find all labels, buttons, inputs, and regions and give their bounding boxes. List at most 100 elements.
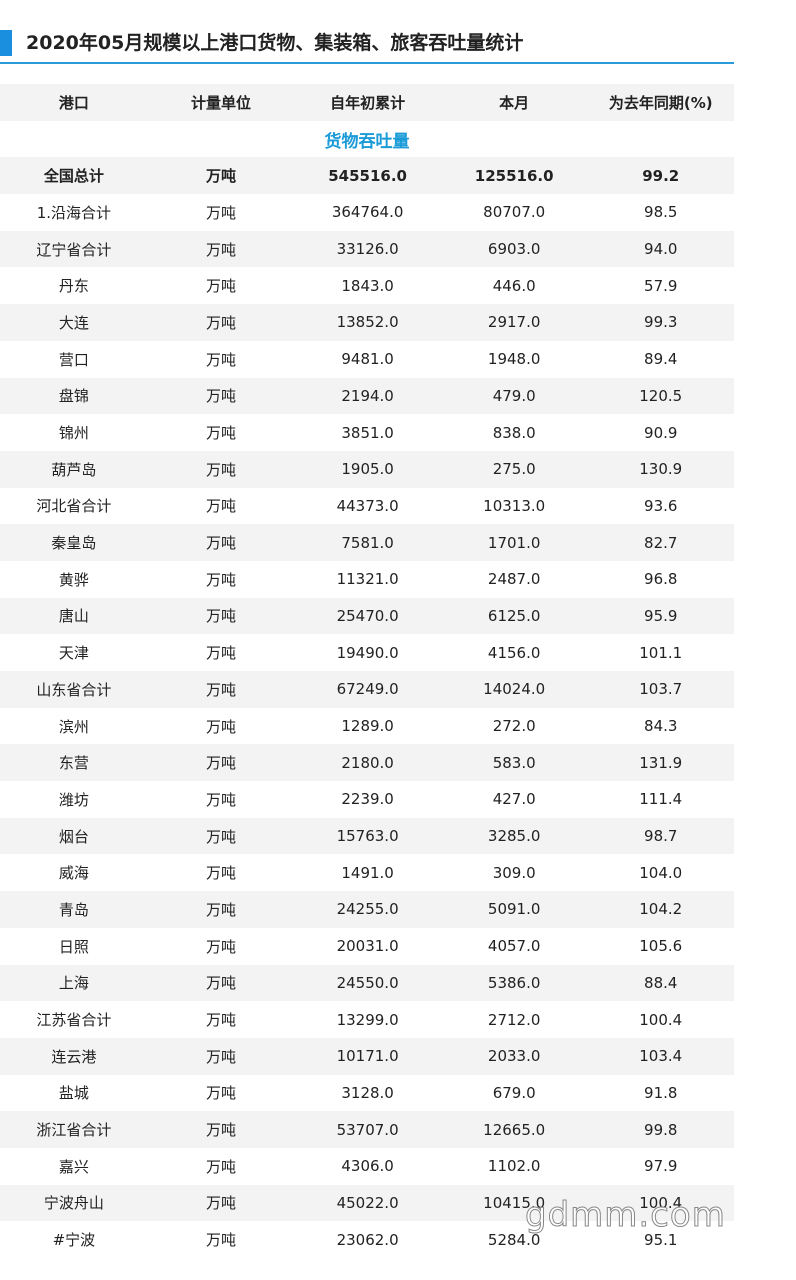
table-row: 东营 万吨 2180.0 583.0 131.9	[0, 744, 734, 782]
table-row: 锦州 万吨 3851.0 838.0 90.9	[0, 414, 734, 451]
table-cell: 545516.0	[328, 166, 407, 185]
table-cell: 万吨	[206, 424, 237, 443]
table-cell: 嘉兴	[58, 1157, 89, 1176]
table-row: 上海 万吨 24550.0 5386.0 88.4	[0, 964, 734, 1002]
table-row: 盘锦 万吨 2194.0 479.0 120.5	[0, 377, 734, 415]
table-cell: 679.0	[492, 1083, 536, 1102]
table-cell: 45022.0	[336, 1193, 399, 1212]
table-cell: 浙江省合计	[36, 1121, 112, 1140]
table-cell: 6903.0	[487, 240, 541, 259]
table-cell: 309.0	[492, 863, 536, 882]
table-cell: 100.4	[639, 1010, 683, 1029]
table-cell: 90.9	[644, 423, 678, 442]
table-cell: 1843.0	[341, 276, 394, 295]
table-cell: 青岛	[58, 900, 89, 919]
table-cell: 万吨	[206, 754, 237, 773]
table-cell: 万吨	[206, 1011, 237, 1030]
table-cell: 104.0	[639, 863, 683, 882]
table-cell: 11321.0	[336, 570, 399, 589]
table-cell: 99.3	[644, 313, 678, 332]
header-cell: 计量单位	[191, 93, 252, 112]
table-cell: 364764.0	[331, 203, 404, 222]
table-cell: 125516.0	[474, 166, 554, 185]
table-cell: 万吨	[206, 167, 237, 186]
table-cell: 万吨	[206, 570, 237, 589]
table-row: 滨州 万吨 1289.0 272.0 84.3	[0, 708, 734, 745]
table-cell: 全国总计	[43, 167, 104, 186]
table-row: 宁波舟山 万吨 45022.0 10415.0 100.4	[0, 1184, 734, 1222]
table-cell: 67249.0	[336, 680, 399, 699]
table-cell: 2033.0	[487, 1047, 541, 1066]
table-cell: 99.2	[642, 166, 680, 185]
table-cell: 万吨	[206, 864, 237, 883]
table-cell: 120.5	[639, 386, 683, 405]
table-row: 秦皇岛 万吨 7581.0 1701.0 82.7	[0, 524, 734, 561]
table-row: 威海 万吨 1491.0 309.0 104.0	[0, 854, 734, 891]
table-cell: 1102.0	[487, 1157, 541, 1176]
table-cell: 479.0	[492, 386, 536, 405]
table-cell: 84.3	[644, 717, 678, 736]
table-cell: 96.8	[644, 570, 678, 589]
table-cell: 滨州	[58, 717, 89, 736]
table-cell: 万吨	[206, 1157, 237, 1176]
table-cell: 13299.0	[336, 1010, 399, 1029]
table-cell: 20031.0	[336, 937, 399, 956]
table-cell: 95.1	[644, 1230, 678, 1249]
table-cell: 23062.0	[336, 1230, 399, 1249]
table-cell: 33126.0	[336, 240, 399, 259]
table-cell: 446.0	[492, 276, 536, 295]
table-cell: 宁波舟山	[43, 1194, 104, 1213]
table-cell: 1701.0	[487, 533, 541, 552]
table-row: 天津 万吨 19490.0 4156.0 101.1	[0, 634, 734, 671]
table-cell: 103.7	[639, 680, 683, 699]
table-cell: 82.7	[644, 533, 678, 552]
section-title: 货物吞吐量	[324, 131, 410, 152]
table-row: 盐城 万吨 3128.0 679.0 91.8	[0, 1075, 734, 1112]
table-cell: 江苏省合计	[36, 1011, 112, 1030]
table-cell: 秦皇岛	[51, 534, 97, 553]
table-cell: 1.沿海合计	[36, 203, 112, 222]
table-cell: 河北省合计	[36, 497, 112, 516]
table-cell: 10171.0	[336, 1047, 399, 1066]
table-cell: 万吨	[206, 277, 237, 296]
table-cell: 13852.0	[336, 313, 399, 332]
header-cell: 本月	[499, 93, 530, 112]
table-cell: 万吨	[206, 644, 237, 663]
table-cell: 44373.0	[336, 496, 399, 515]
table-cell: 89.4	[644, 350, 678, 369]
table-cell: 94.0	[644, 240, 678, 259]
table-cell: 57.9	[644, 276, 678, 295]
table-cell: 万吨	[206, 240, 237, 259]
table-cell: 838.0	[492, 423, 536, 442]
header-cell: 港口	[58, 93, 89, 112]
table-cell: 辽宁省合计	[36, 240, 112, 259]
table-cell: 万吨	[206, 350, 237, 369]
table-cell: 万吨	[206, 313, 237, 332]
table-row: 青岛 万吨 24255.0 5091.0 104.2	[0, 891, 734, 928]
table-cell: #宁波	[52, 1231, 96, 1250]
table-row: 丹东 万吨 1843.0 446.0 57.9	[0, 267, 734, 304]
table-row: 黄骅 万吨 11321.0 2487.0 96.8	[0, 561, 734, 598]
table-cell: 2194.0	[341, 386, 394, 405]
table-cell: 1289.0	[341, 717, 394, 736]
table-cell: 5386.0	[487, 973, 541, 992]
table-cell: 95.9	[644, 606, 678, 625]
table-cell: 万吨	[206, 497, 237, 516]
table-row: 江苏省合计 万吨 13299.0 2712.0 100.4	[0, 1001, 734, 1038]
title: 2020年05月规模以上港口货物、集装箱、旅客吞吐量统计	[26, 32, 524, 54]
table-cell: 4306.0	[341, 1157, 394, 1176]
table-row: 唐山 万吨 25470.0 6125.0 95.9	[0, 597, 734, 635]
table-cell: 583.0	[492, 753, 536, 772]
table-row: 葫芦岛 万吨 1905.0 275.0 130.9	[0, 450, 734, 488]
table-cell: 88.4	[644, 973, 678, 992]
table-cell: 10415.0	[483, 1193, 546, 1212]
table-cell: 10313.0	[483, 496, 546, 515]
table-cell: 1948.0	[487, 350, 541, 369]
table-cell: 盘锦	[58, 387, 89, 406]
header-cell: 为去年同期(%)	[608, 93, 713, 112]
table: 港口 计量单位 自年初累计 本月 为去年同期(%) 货物吞吐量 全国总计 万吨 545516.0…	[0, 84, 734, 1258]
table-cell: 烟台	[58, 827, 89, 846]
table-cell: 272.0	[492, 717, 536, 736]
table-cell: 91.8	[644, 1083, 678, 1102]
